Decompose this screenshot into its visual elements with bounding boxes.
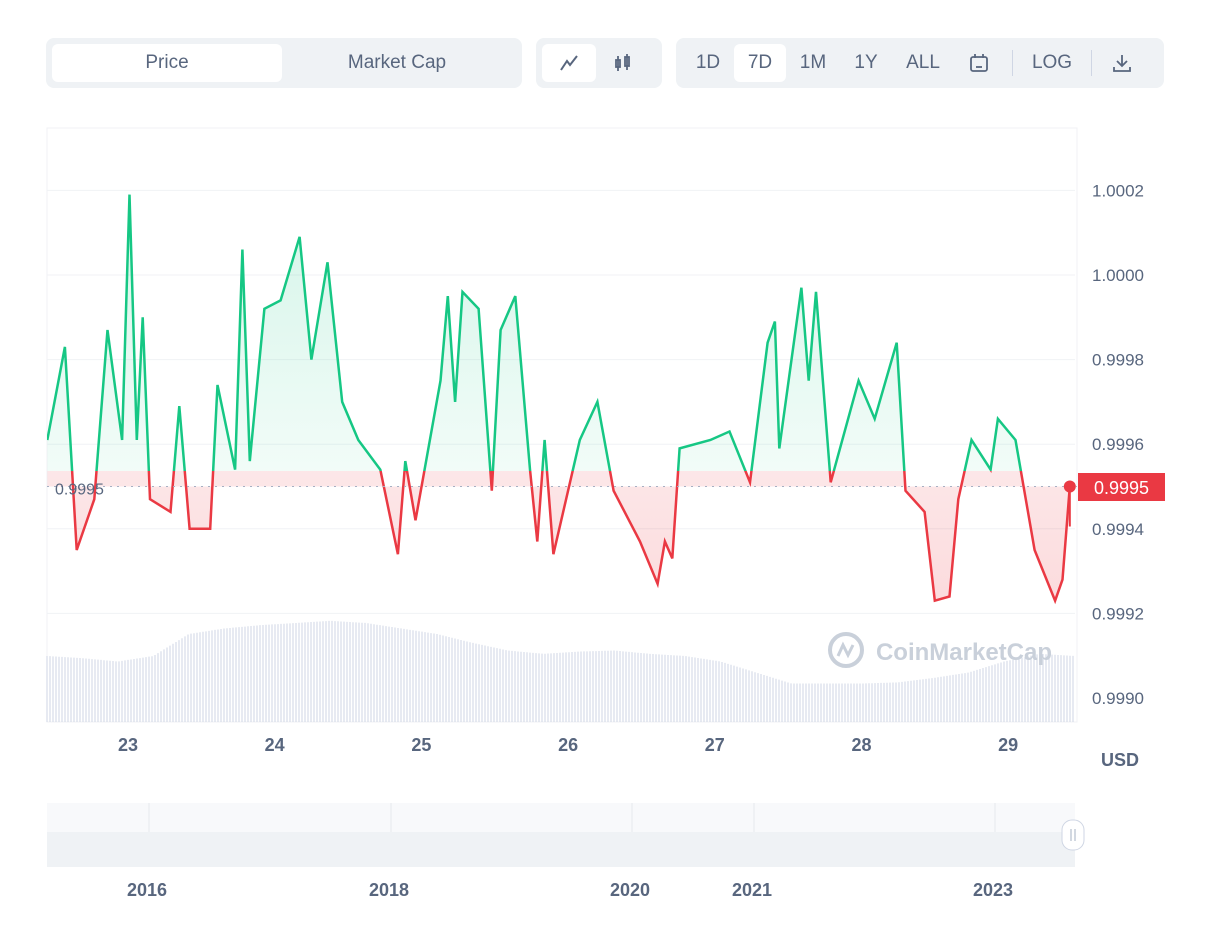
divider: [1091, 50, 1092, 76]
watermark: CoinMarketCap: [876, 639, 1052, 666]
divider: [1012, 50, 1013, 76]
x-tick-label: 29: [998, 735, 1018, 755]
x-tick-label: 25: [411, 735, 431, 755]
x-tick-label: 24: [265, 735, 285, 755]
watermark-logo-icon: [828, 632, 864, 668]
download-icon: [1113, 55, 1131, 72]
navigator-year-label: 2016: [127, 880, 167, 900]
navigator-year-label: 2020: [610, 880, 650, 900]
x-tick-label: 28: [851, 735, 871, 755]
current-price-label: 0.9995: [1094, 478, 1149, 498]
range-toolbar: 1D 7D 1M 1Y ALL LOG: [676, 38, 1164, 88]
calendar-icon: [970, 54, 988, 72]
navigator-year-label: 2018: [369, 880, 409, 900]
plot-area: [46, 127, 1078, 723]
y-tick-label: 0.9998: [1092, 351, 1144, 370]
range-1d[interactable]: 1D: [695, 52, 721, 73]
chart-type-toggle: [536, 38, 662, 88]
calendar-button[interactable]: [954, 44, 1004, 82]
currency-label: USD: [1101, 750, 1139, 770]
range-7d[interactable]: 7D: [734, 44, 786, 82]
baseline-label: 0.9995: [55, 482, 104, 499]
download-button[interactable]: [1100, 44, 1144, 82]
current-point: [1063, 480, 1076, 493]
price-line-up: [47, 194, 1023, 471]
tab-market-cap[interactable]: Market Cap: [347, 52, 447, 73]
x-tick-label: 26: [558, 735, 578, 755]
navigator-year-label: 2021: [732, 880, 772, 900]
y-tick-label: 0.9990: [1092, 689, 1144, 708]
range-1m[interactable]: 1M: [799, 52, 827, 73]
x-tick-label: 27: [705, 735, 725, 755]
time-navigator[interactable]: 2016 2018 2020 2021 2023: [47, 803, 1085, 900]
range-1y[interactable]: 1Y: [854, 52, 878, 73]
log-scale-button[interactable]: LOG: [1031, 52, 1073, 73]
price-marketcap-toggle: Price Market Cap: [46, 38, 522, 88]
y-tick-label: 0.9992: [1092, 604, 1144, 623]
tab-price[interactable]: Price: [52, 44, 282, 82]
range-all[interactable]: ALL: [906, 52, 940, 73]
candlestick-icon: [615, 54, 630, 71]
up-area: [47, 194, 1021, 471]
y-tick-label: 0.9996: [1092, 435, 1144, 454]
current-price-badge: [1078, 473, 1165, 501]
navigator-year-label: 2023: [973, 880, 1013, 900]
y-tick-label: 1.0000: [1092, 266, 1144, 285]
navigator-handle: [1061, 819, 1085, 851]
down-area: [47, 471, 1070, 601]
y-tick-label: 0.9994: [1092, 520, 1144, 539]
candlestick-button[interactable]: [596, 44, 650, 82]
line-chart-button[interactable]: [542, 44, 596, 82]
navigator-series: [47, 832, 1075, 867]
x-tick-label: 23: [118, 735, 138, 755]
line-chart-icon: [560, 55, 578, 71]
y-tick-label: 1.0002: [1092, 181, 1144, 200]
price-line-down: [70, 471, 1072, 605]
